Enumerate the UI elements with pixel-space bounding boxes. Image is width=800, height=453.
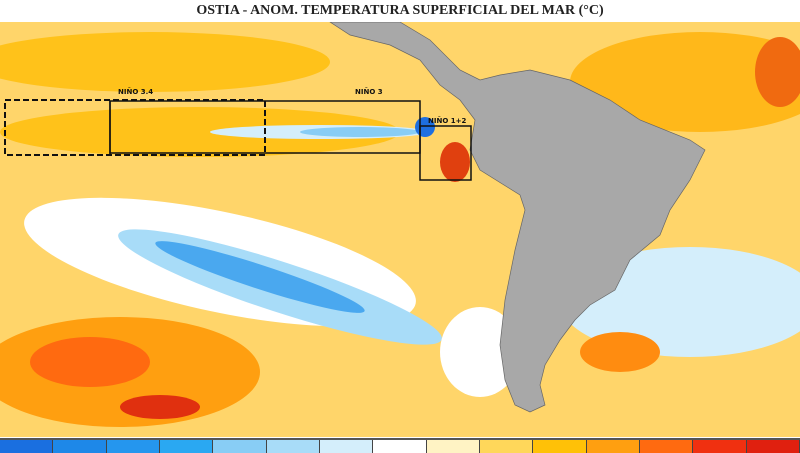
- nino12-box: [419, 125, 472, 181]
- colorbar-swatch: [159, 440, 214, 453]
- colorbar-swatch: [639, 440, 694, 453]
- nino-regions: [4, 99, 472, 181]
- colorbar-swatch: [0, 440, 54, 453]
- colorbar-swatch: [746, 440, 800, 453]
- colorbar-swatch: [533, 440, 587, 453]
- warm-anomaly-areas: [0, 32, 800, 427]
- colorbar-swatch: [693, 440, 747, 453]
- colorbar-swatch: [106, 440, 160, 453]
- nino3-label: NIÑO 3: [355, 87, 383, 96]
- nino34-box: [4, 99, 266, 156]
- sst-anomaly-map: NIÑO 3.4 NIÑO 3 NIÑO 1+2: [0, 22, 800, 437]
- colorbar-swatch: [213, 440, 267, 453]
- south-america-landmass: [329, 22, 706, 413]
- colorbar-swatch: [586, 440, 640, 453]
- colorbar-swatch: [373, 440, 427, 453]
- colorbar-swatch: [479, 440, 534, 453]
- map-title: OSTIA - ANOM. TEMPERATURA SUPERFICIAL DE…: [196, 3, 604, 18]
- colorbar-swatch: [426, 440, 480, 453]
- colorbar-swatch: [53, 440, 107, 453]
- color-scale-bar: [0, 438, 800, 453]
- colorbar-swatch: [266, 440, 320, 453]
- nino12-label: NIÑO 1+2: [428, 116, 466, 125]
- nino34-label: NIÑO 3.4: [118, 87, 153, 96]
- colorbar-swatch: [319, 440, 374, 453]
